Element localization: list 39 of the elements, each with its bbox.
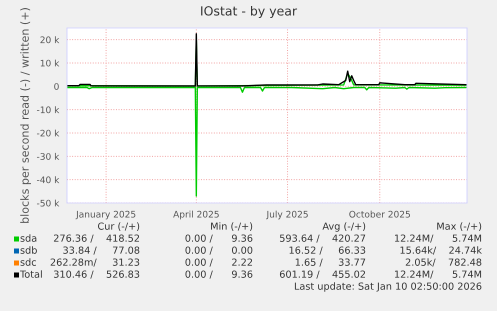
legend-label: sdb bbox=[20, 246, 37, 254]
text: 33.84 / 77.08 bbox=[63, 246, 140, 255]
text: Min (-/+) bbox=[211, 222, 252, 231]
legend-label: sdc bbox=[20, 258, 36, 266]
x-tick-label: October 2025 bbox=[349, 210, 410, 218]
text: Last update: Sat Jan 10 02:50:00 2026 bbox=[294, 282, 482, 292]
text: 0.00 / 9.36 bbox=[185, 234, 252, 243]
text: 601.19 / 455.02 bbox=[280, 270, 366, 279]
x-tick-label: April 2025 bbox=[173, 210, 219, 220]
text: 12.24M/ 5.74M bbox=[394, 234, 482, 243]
y-tick-label: -50 k bbox=[36, 200, 60, 207]
text: 1.65 / 33.77 bbox=[296, 258, 366, 267]
text: Max (-/+) bbox=[437, 222, 482, 231]
text: 262.28m/ 31.23 bbox=[50, 258, 140, 267]
text: Cur (-/+) bbox=[98, 222, 140, 231]
text: 12.24M/ 5.74M bbox=[394, 270, 482, 279]
text: 0.00 / 0.00 bbox=[185, 246, 252, 255]
y-tick-label: -10 k bbox=[36, 106, 60, 114]
chart-title: IOstat - by year bbox=[201, 6, 298, 18]
x-tick-label: January 2025 bbox=[76, 210, 136, 220]
y-tick-label: -40 k bbox=[36, 176, 60, 184]
y-tick-label: -20 k bbox=[36, 130, 60, 137]
y-axis-title: blocks per second read (-) / written (+) bbox=[20, 8, 31, 223]
legend-label: sda bbox=[20, 234, 36, 242]
text: 276.36 / 418.52 bbox=[54, 234, 140, 243]
text: 0.00 / 9.36 bbox=[185, 270, 252, 279]
y-tick-label: -30 k bbox=[36, 152, 60, 160]
x-tick-label: July 2025 bbox=[266, 210, 308, 220]
text: 310.46 / 526.83 bbox=[54, 270, 140, 279]
text: 2.05k/ 782.48 bbox=[406, 258, 482, 267]
text: 0.00 / 2.22 bbox=[185, 258, 252, 267]
y-tick-label: 20 k bbox=[40, 36, 60, 44]
y-tick-label: 10 k bbox=[40, 60, 60, 67]
y-tick-label: 0 bbox=[54, 83, 59, 90]
legend-label: Total bbox=[20, 270, 42, 278]
text: 15.64k/ 24.74k bbox=[400, 246, 482, 255]
text: Avg (-/+) bbox=[322, 222, 366, 232]
text: 16.52 / 66.33 bbox=[290, 246, 366, 255]
text: 593.64 / 420.27 bbox=[280, 234, 366, 243]
